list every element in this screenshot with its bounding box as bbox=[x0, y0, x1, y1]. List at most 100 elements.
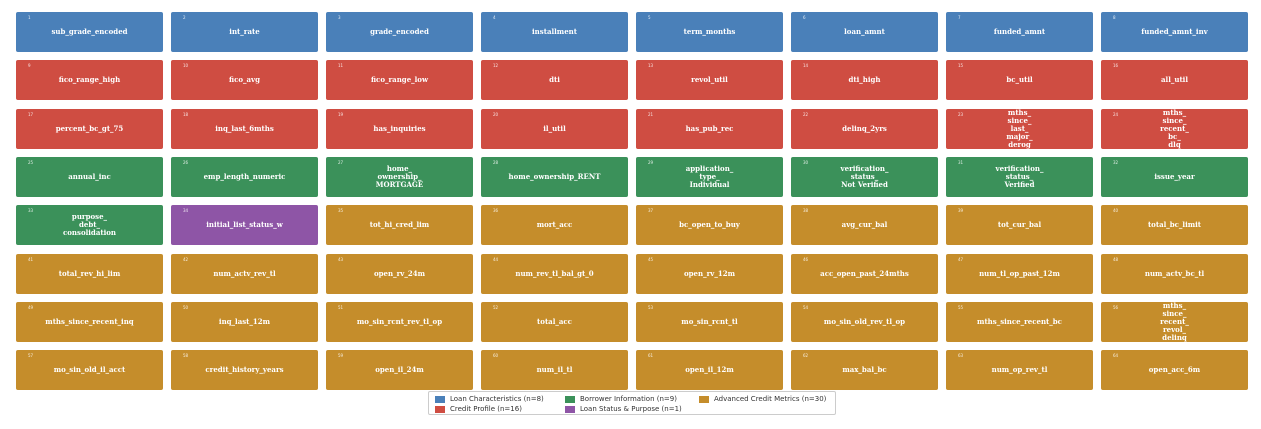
feature-tile: 43 open_rv_24m bbox=[326, 253, 473, 294]
feature-rank: 34 bbox=[183, 208, 189, 214]
feature-tile: 4 installment bbox=[481, 12, 628, 52]
feature-rank: 35 bbox=[338, 208, 344, 214]
legend-item: Loan Status & Purpose (n=1) bbox=[565, 404, 682, 414]
feature-tile: 49 mths_since_recent_inq bbox=[16, 301, 163, 342]
feature-rank: 27 bbox=[338, 159, 344, 165]
feature-label: sub_grade_encoded bbox=[51, 27, 128, 36]
legend-label: Advanced Credit Metrics (n=30) bbox=[714, 395, 827, 403]
feature-rank: 41 bbox=[28, 256, 34, 262]
feature-rank: 24 bbox=[1113, 111, 1119, 117]
feature-tile: 45 open_rv_12m bbox=[636, 253, 783, 294]
feature-rank: 21 bbox=[648, 111, 654, 117]
feature-label: bc_open_to_buy bbox=[679, 220, 740, 230]
feature-tile: 9 fico_range_high bbox=[16, 60, 163, 101]
feature-tile: 62 max_bal_bc bbox=[791, 350, 938, 391]
feature-tile: 59 open_il_24m bbox=[326, 350, 473, 391]
feature-label: mths_ since_ recent_ revol_ delinq bbox=[1160, 300, 1189, 342]
feature-label: acc_open_past_24mths bbox=[820, 268, 909, 278]
feature-tile: 16 all_util bbox=[1101, 60, 1248, 101]
feature-tile: 57 mo_sin_old_il_acct bbox=[16, 350, 163, 391]
feature-label: fico_avg bbox=[228, 75, 261, 85]
legend-label: Loan Status & Purpose (n=1) bbox=[580, 405, 682, 413]
feature-rank: 38 bbox=[803, 208, 809, 214]
feature-label: num_op_rev_tl bbox=[991, 365, 1048, 375]
feature-rank: 52 bbox=[493, 304, 499, 310]
feature-tile: 51 mo_sin_rcnt_rev_tl_op bbox=[326, 301, 473, 342]
feature-rank: 63 bbox=[958, 353, 964, 359]
feature-rank: 32 bbox=[1113, 159, 1119, 165]
feature-rank: 58 bbox=[183, 353, 189, 359]
feature-rank: 51 bbox=[338, 304, 344, 310]
feature-tile: 58 credit_history_years bbox=[171, 350, 318, 391]
feature-rank: 26 bbox=[183, 159, 189, 165]
feature-tile: 41 total_rev_hi_lim bbox=[16, 253, 163, 294]
feature-label: open_rv_12m bbox=[683, 268, 735, 278]
feature-rank: 6 bbox=[803, 15, 806, 20]
feature-label: credit_history_years bbox=[205, 365, 284, 375]
feature-label: num_actv_bc_tl bbox=[1144, 268, 1205, 278]
feature-tile: 17 percent_bc_gt_75 bbox=[16, 108, 163, 149]
feature-rank: 14 bbox=[803, 63, 809, 69]
feature-tile: 48 num_actv_bc_tl bbox=[1101, 253, 1248, 294]
feature-label: bc_util bbox=[1006, 75, 1033, 85]
legend-item: Credit Profile (n=16) bbox=[435, 404, 522, 414]
feature-label: funded_amnt_inv bbox=[1141, 27, 1208, 36]
feature-tile: 52 total_acc bbox=[481, 301, 628, 342]
legend-swatch bbox=[565, 395, 575, 403]
feature-label: mo_sin_old_il_acct bbox=[53, 365, 126, 375]
feature-label: mths_since_recent_inq bbox=[45, 316, 134, 326]
feature-rank: 54 bbox=[803, 304, 809, 310]
feature-rank: 49 bbox=[28, 304, 34, 310]
legend-label: Credit Profile (n=16) bbox=[450, 405, 522, 413]
feature-tile: 38 avg_cur_bal bbox=[791, 205, 938, 246]
feature-tile: 7 funded_amnt bbox=[946, 12, 1093, 52]
feature-rank: 45 bbox=[648, 256, 654, 262]
feature-rank: 8 bbox=[1113, 15, 1116, 20]
feature-label: open_il_12m bbox=[685, 365, 734, 375]
feature-tile: 5 term_months bbox=[636, 12, 783, 52]
feature-rank: 60 bbox=[493, 353, 499, 359]
feature-rank: 37 bbox=[648, 208, 654, 214]
feature-rank: 15 bbox=[958, 63, 964, 69]
feature-label: term_months bbox=[683, 27, 736, 36]
feature-tile: 39 tot_cur_bal bbox=[946, 205, 1093, 246]
feature-rank: 13 bbox=[648, 63, 654, 69]
feature-tile: 26 emp_length_numeric bbox=[171, 156, 318, 197]
feature-label: verification_ status_ Not Verified bbox=[840, 163, 889, 189]
feature-label: inq_last_12m bbox=[218, 316, 271, 326]
feature-tile: 2 int_rate bbox=[171, 12, 318, 52]
feature-label: all_util bbox=[1161, 75, 1188, 85]
feature-label: home_ownership_RENT bbox=[508, 171, 601, 181]
feature-label: total_acc bbox=[537, 316, 572, 326]
feature-tile: 55 mths_since_recent_bc bbox=[946, 301, 1093, 342]
feature-tile: 30 verification_ status_ Not Verified bbox=[791, 156, 938, 197]
feature-label: application_ type_ Individual bbox=[685, 163, 734, 189]
feature-tile: 44 num_rev_tl_bal_gt_0 bbox=[481, 253, 628, 294]
feature-tile: 20 il_util bbox=[481, 108, 628, 149]
feature-label: grade_encoded bbox=[370, 27, 429, 36]
feature-rank: 57 bbox=[28, 353, 34, 359]
feature-grid: 1 sub_grade_encoded 2 int_rate 3 grade_encode… bbox=[16, 12, 1248, 391]
feature-rank: 39 bbox=[958, 208, 964, 214]
feature-rank: 56 bbox=[1113, 304, 1119, 310]
feature-tile: 22 delinq_2yrs bbox=[791, 108, 938, 149]
feature-rank: 10 bbox=[183, 63, 189, 69]
feature-tile: 40 total_bc_limit bbox=[1101, 205, 1248, 246]
legend-swatch bbox=[699, 395, 709, 403]
feature-tile: 18 inq_last_6mths bbox=[171, 108, 318, 149]
feature-rank: 61 bbox=[648, 353, 654, 359]
feature-label: fico_range_high bbox=[58, 75, 121, 85]
feature-tile: 36 mort_acc bbox=[481, 205, 628, 246]
feature-label: has_pub_rec bbox=[685, 123, 734, 133]
feature-rank: 30 bbox=[803, 159, 809, 165]
feature-label: purpose_ debt_ consolidation bbox=[62, 212, 117, 238]
feature-rank: 40 bbox=[1113, 208, 1119, 214]
feature-label: tot_cur_bal bbox=[997, 220, 1042, 230]
feature-rank: 64 bbox=[1113, 353, 1119, 359]
feature-label: open_acc_6m bbox=[1148, 365, 1201, 375]
legend-label: Borrower Information (n=9) bbox=[580, 395, 677, 403]
legend: Loan Characteristics (n=8) Credit Profile… bbox=[428, 391, 836, 415]
feature-tile: 53 mo_sin_rcnt_tl bbox=[636, 301, 783, 342]
feature-label: open_il_24m bbox=[375, 365, 424, 375]
feature-label: funded_amnt bbox=[993, 27, 1046, 36]
